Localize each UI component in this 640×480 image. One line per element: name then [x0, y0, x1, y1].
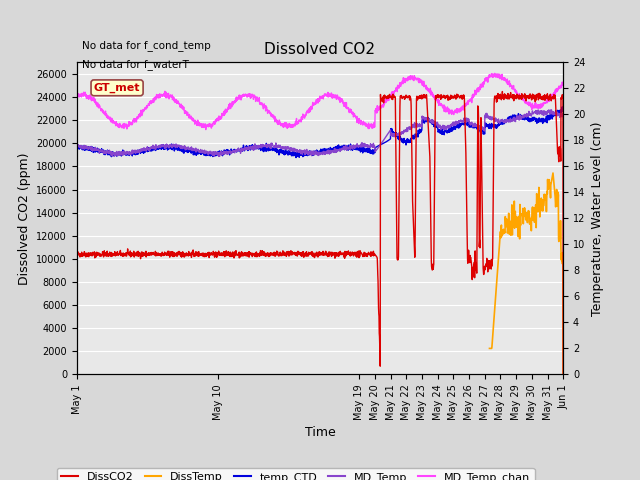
Text: No data for f_waterT: No data for f_waterT: [82, 59, 189, 70]
Y-axis label: Temperature, Water Level (cm): Temperature, Water Level (cm): [591, 121, 604, 316]
Text: GT_met: GT_met: [94, 83, 140, 93]
Text: No data for f_cond_temp: No data for f_cond_temp: [82, 40, 211, 51]
Legend: DissCO2, DissTemp, temp_CTD, MD_Temp, MD_Temp_chan: DissCO2, DissTemp, temp_CTD, MD_Temp, MD…: [57, 468, 534, 480]
X-axis label: Time: Time: [305, 426, 335, 439]
Title: Dissolved CO2: Dissolved CO2: [264, 42, 376, 57]
Y-axis label: Dissolved CO2 (ppm): Dissolved CO2 (ppm): [18, 152, 31, 285]
